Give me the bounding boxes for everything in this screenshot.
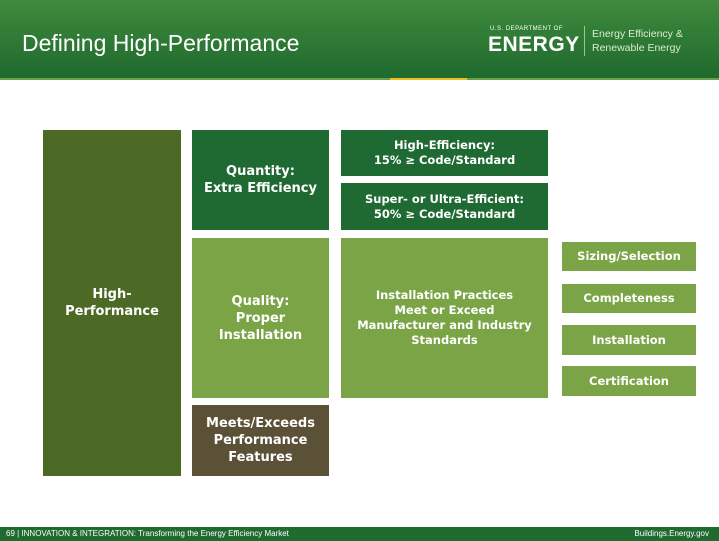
node-label: Performance [213,433,308,448]
node: Installation [562,325,696,355]
node-label: Installation [592,332,666,347]
node-label: Sizing/Selection [577,249,681,263]
node: Completeness [562,284,696,313]
node-label: Extra Efficiency [204,181,317,196]
node: Quantity: Extra Efficiency [192,130,329,230]
node: Sizing/Selection [562,242,696,271]
node-label: Quality: [231,293,290,309]
node-label: Features [228,450,293,465]
node-label: High-Efficiency: [393,138,496,152]
office-line: Renewable Energy [592,42,681,54]
node-label: Certification [589,373,669,388]
office-name: Energy Efficiency & Renewable Energy [592,27,683,55]
footer: 69 | INNOVATION & INTEGRATION: Transform… [0,527,719,541]
node: Certification [562,366,696,396]
footer-right: Buildings.Energy.gov [634,529,709,538]
node-label: Manufacturer and Industry [357,318,532,332]
node-label: Meet or Exceed [394,303,495,317]
node-label: Completeness [583,291,675,305]
node: Super- or Ultra-Efficient: 50% ≥ Code/Sta… [341,183,548,230]
node: Quality: Proper Installation [192,238,329,398]
node-label: High- [92,287,132,302]
node: High-Efficiency: 15% ≥ Code/Standard [341,130,548,176]
node-label: Installation Practices [375,288,514,302]
node-label: Proper [235,310,286,326]
node-label: Quantity: [226,164,295,179]
header-rule [0,78,719,80]
node-label: Installation [218,327,303,343]
header-accent [390,78,467,80]
office-line: Energy Efficiency & [592,28,683,40]
node: Meets/Exceeds Performance Features [192,405,329,476]
node-label: Meets/Exceeds [206,416,315,431]
node-label: 15% ≥ Code/Standard [373,153,516,167]
node-label: 50% ≥ Code/Standard [373,206,516,221]
footer-left: 69 | INNOVATION & INTEGRATION: Transform… [6,529,289,538]
node-label: Standards [411,333,478,347]
node: Installation Practices Meet or Exceed Manu… [341,238,548,398]
node-label: Super- or Ultra-Efficient: [364,191,525,206]
logo-top: U.S. DEPARTMENT OF [490,26,564,32]
logo-main: ENERGY [488,33,580,56]
header-band [0,0,719,78]
slide-title: Defining High-Performance [22,30,300,56]
logo-separator [584,26,585,56]
node-label: Performance [65,304,159,319]
node: High- Performance [43,130,181,476]
